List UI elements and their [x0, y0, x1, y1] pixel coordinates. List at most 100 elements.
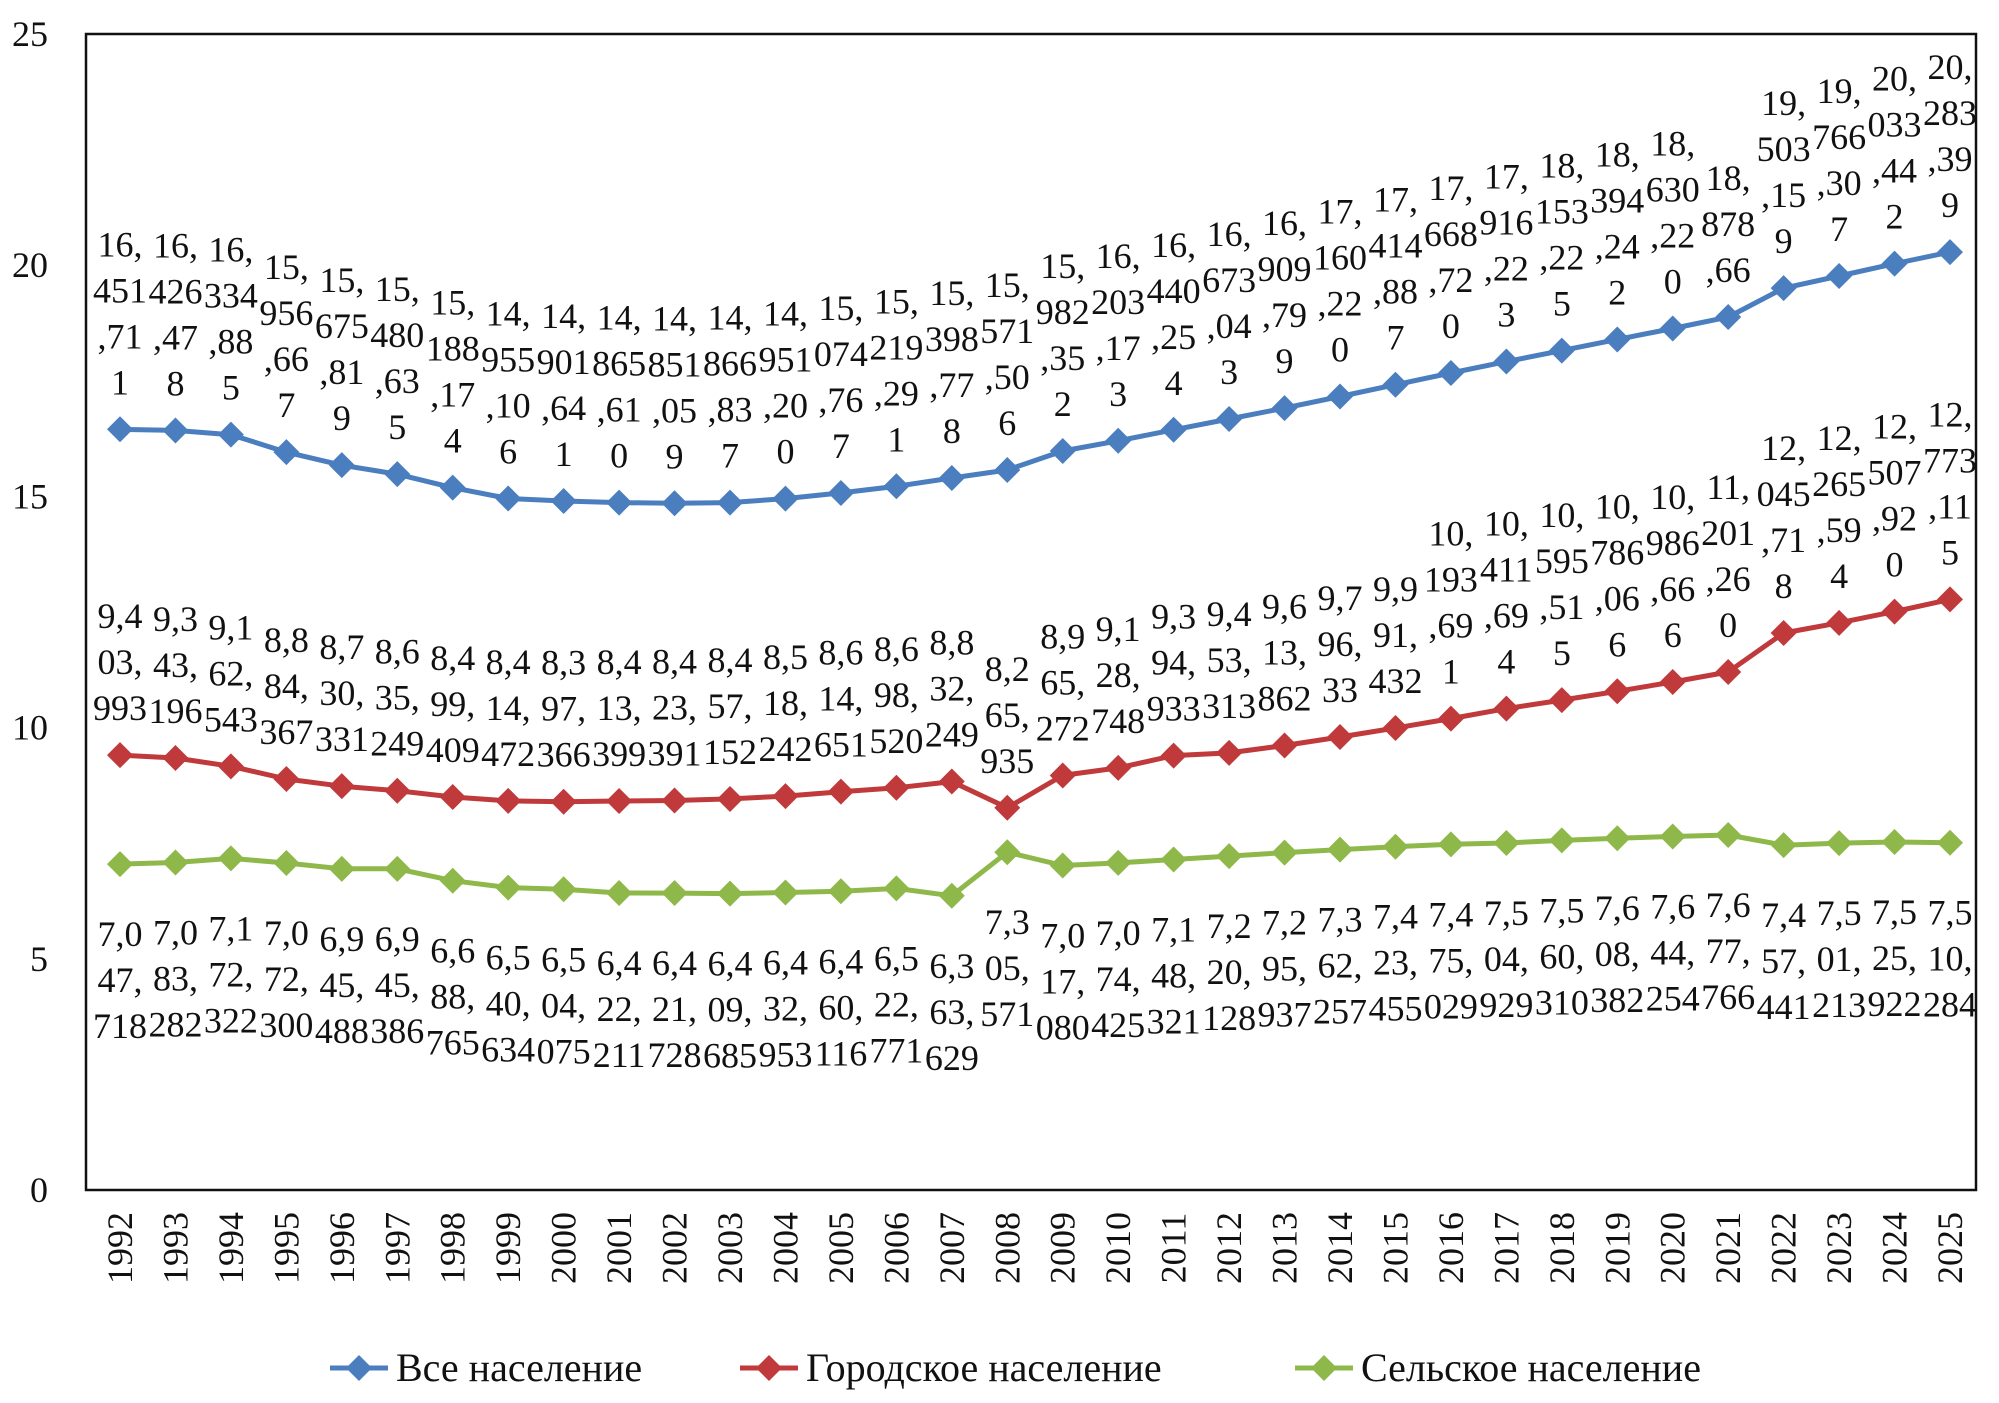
- data-label: 7,1 72, 322: [204, 908, 258, 1040]
- data-label-line: 630: [1646, 170, 1700, 210]
- data-label-line: 57,: [708, 686, 753, 726]
- data-label-line: ,51: [1539, 587, 1584, 627]
- data-label-line: 7,6: [1706, 885, 1751, 925]
- data-label-line: 12,: [1817, 418, 1862, 458]
- data-point: [1770, 832, 1797, 859]
- data-label-line: ,20: [763, 386, 808, 426]
- series-line: [119, 596, 1951, 811]
- data-point: [717, 880, 743, 907]
- data-label-line: 05,: [985, 948, 1030, 988]
- data-point: [439, 867, 466, 894]
- data-label: 12, 507 ,92 0: [1868, 407, 1922, 585]
- data-point: [1327, 724, 1353, 751]
- data-label-line: 98,: [874, 675, 919, 715]
- data-point: [1327, 836, 1353, 863]
- data-point: [827, 479, 854, 506]
- data-label: 15, 982 ,35 2: [1036, 246, 1090, 424]
- data-label-line: 04,: [1484, 939, 1529, 979]
- data-label-line: 284: [1923, 985, 1977, 1025]
- data-label-line: 193: [1424, 560, 1478, 600]
- data-point: [938, 882, 965, 909]
- data-point: [1937, 829, 1963, 856]
- data-label-line: 10,: [1484, 504, 1529, 544]
- data-label: 12, 045 ,71 8: [1757, 428, 1811, 606]
- data-label-line: 10,: [1595, 486, 1640, 526]
- data-label-line: 8,4: [652, 641, 697, 681]
- data-label-line: 8: [166, 363, 184, 403]
- data-label-line: 7,0: [1040, 916, 1085, 956]
- data-point: [1715, 659, 1742, 686]
- data-point: [661, 490, 688, 517]
- data-label-line: ,79: [1262, 295, 1307, 335]
- data-label-line: 17,: [1318, 192, 1363, 232]
- data-label-line: ,10: [486, 385, 531, 425]
- data-label: 15, 675 ,81 9: [315, 260, 369, 438]
- y-tick-label: 25: [12, 14, 48, 54]
- data-label-line: 394: [1590, 180, 1644, 220]
- data-label-line: 8,7: [319, 627, 364, 667]
- data-label: 17, 414 ,88 7: [1368, 180, 1422, 358]
- data-label-line: 88,: [430, 977, 475, 1017]
- y-tick-label: 20: [12, 245, 48, 285]
- data-point: [550, 876, 577, 903]
- data-label-line: 321: [1147, 1001, 1201, 1041]
- data-label-line: 18,: [1539, 146, 1584, 186]
- data-label-line: ,17: [430, 375, 475, 415]
- data-label-line: 8,8: [264, 620, 309, 660]
- data-label-line: 16,: [1096, 236, 1141, 276]
- data-label-line: ,61: [597, 390, 642, 430]
- data-label: 12, 773 ,11 5: [1923, 394, 1977, 572]
- data-point: [1049, 762, 1076, 789]
- data-label-line: 15,: [430, 283, 475, 323]
- data-label-line: 18,: [1706, 158, 1751, 198]
- data-label-line: 9,3: [153, 599, 198, 639]
- data-label-line: 771: [869, 1030, 923, 1070]
- data-point: [772, 879, 799, 906]
- data-point: [606, 489, 633, 516]
- x-tick-label: 1999: [488, 1212, 528, 1284]
- data-label-line: 153: [1535, 192, 1589, 232]
- data-label-line: 507: [1868, 453, 1922, 493]
- data-label-line: 411: [1480, 550, 1533, 590]
- data-label-line: 17,: [1373, 180, 1418, 220]
- data-label-line: 18,: [763, 683, 808, 723]
- data-label: 8,2 65, 935: [980, 649, 1034, 781]
- data-label: 6,4 21, 728: [648, 943, 702, 1075]
- data-point: [273, 849, 300, 876]
- data-label: 15, 398 ,77 8: [925, 273, 979, 451]
- data-point: [495, 874, 522, 901]
- data-label-line: 8,2: [985, 649, 1030, 689]
- data-label-line: 254: [1646, 979, 1700, 1019]
- data-point: [495, 485, 522, 512]
- data-label-line: 3: [1497, 295, 1515, 335]
- data-label-line: 7,2: [1207, 906, 1252, 946]
- data-point: [883, 875, 910, 902]
- data-label: 15, 188 ,17 4: [426, 283, 480, 461]
- data-label-line: 14,: [652, 298, 697, 338]
- data-point: [1826, 263, 1853, 290]
- data-label-line: 18,: [1650, 124, 1695, 164]
- data-label-line: 029: [1424, 986, 1478, 1026]
- data-label-line: 933: [1147, 689, 1201, 729]
- data-point: [1437, 360, 1464, 387]
- data-label-line: 0: [1719, 605, 1737, 645]
- data-label: 16, 451 ,71 1: [93, 224, 147, 402]
- data-label-line: 75,: [1428, 940, 1473, 980]
- data-label: 8,4 14, 472: [481, 642, 535, 774]
- legend-swatch-marker: [756, 1355, 782, 1381]
- data-label: 6,9 45, 386: [370, 919, 424, 1051]
- data-point: [1826, 830, 1853, 857]
- data-label-line: 2: [1054, 384, 1072, 424]
- legend-label: Городское население: [806, 1345, 1162, 1390]
- data-label: 10, 193 ,69 1: [1424, 514, 1478, 692]
- data-label-line: 242: [758, 729, 812, 769]
- data-label-line: 6: [1608, 624, 1626, 664]
- data-label-line: 14,: [763, 294, 808, 334]
- data-label: 15, 219 ,29 1: [869, 281, 923, 459]
- data-point: [1826, 609, 1853, 636]
- data-point: [661, 787, 688, 814]
- data-label-line: ,22: [1650, 216, 1695, 256]
- data-label-line: 249: [370, 724, 424, 764]
- data-label: 19, 503 ,15 9: [1757, 83, 1811, 261]
- data-label-line: 7: [1386, 318, 1404, 358]
